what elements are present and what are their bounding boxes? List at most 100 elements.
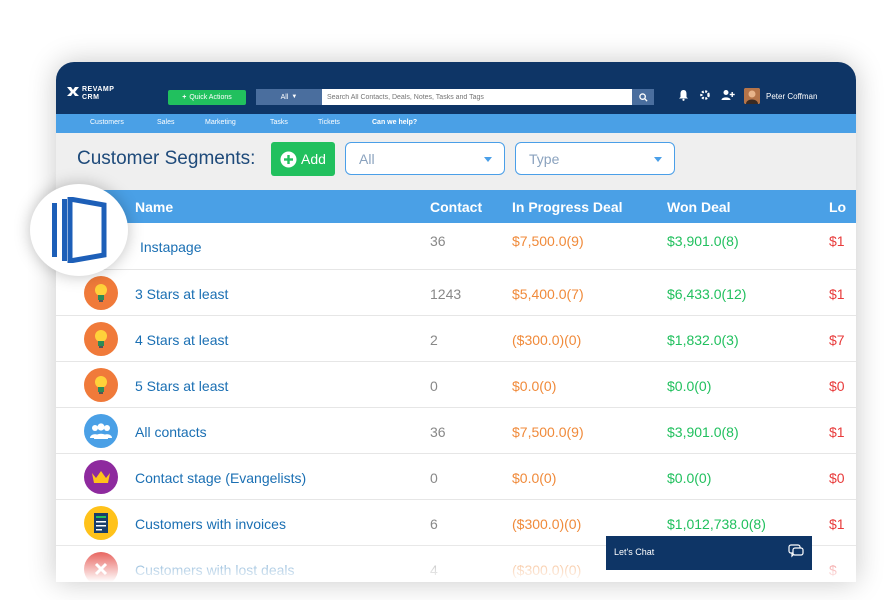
table-row[interactable]: Customers with invoices 6 ($300.0)(0) $1…	[56, 500, 856, 546]
add-user-icon[interactable]	[721, 89, 735, 101]
search-button[interactable]	[632, 89, 654, 105]
contact-count: 36	[430, 424, 446, 440]
segment-name-link[interactable]: Customers with lost deals	[135, 562, 295, 578]
segment-name-link[interactable]: 5 Stars at least	[135, 378, 229, 394]
logo-text-revamp: REVAMP	[82, 86, 115, 93]
contact-count: 36	[430, 233, 446, 249]
in-progress-deal-value: ($300.0)(0)	[512, 516, 582, 532]
segment-name-link[interactable]: 3 Stars at least	[135, 286, 229, 302]
contact-count: 0	[430, 378, 438, 394]
logo-text-crm: CRM	[82, 94, 100, 101]
lost-deal-value: $0	[829, 378, 845, 394]
search-input[interactable]	[322, 89, 632, 105]
in-progress-deal-value: $7,500.0(9)	[512, 424, 584, 440]
app-window: REVAMP CRM + Quick Actions All ▼	[56, 62, 856, 582]
segment-name-link[interactable]: Contact stage (Evangelists)	[135, 470, 307, 486]
contact-count: 2	[430, 332, 438, 348]
lightbulb-icon	[84, 368, 118, 402]
user-photo-icon	[744, 88, 760, 104]
column-header-lost[interactable]: Lo	[829, 199, 847, 215]
lost-deal-value: $	[829, 562, 837, 578]
invoice-icon	[84, 506, 118, 540]
contact-count: 0	[430, 470, 438, 486]
won-deal-value: $1,012,738.0(8)	[667, 516, 766, 532]
segment-type-value: Type	[529, 150, 560, 167]
gear-icon[interactable]	[699, 89, 711, 101]
segments-table: Instapage 36 $7,500.0(9) $3,901.0(8) $1 …	[56, 223, 856, 582]
segment-name-link[interactable]: Customers with invoices	[135, 516, 286, 532]
column-header-in-progress[interactable]: In Progress Deal	[512, 199, 623, 215]
contact-count: 4	[430, 562, 438, 578]
caret-down-icon	[484, 157, 492, 162]
chat-label: Let's Chat	[614, 547, 655, 557]
chat-widget[interactable]: Let's Chat	[606, 536, 812, 570]
table-row[interactable]: All contacts 36 $7,500.0(9) $3,901.0(8) …	[56, 408, 856, 454]
lost-deal-value: $7	[829, 332, 845, 348]
global-search: All ▼	[256, 89, 654, 105]
contact-count: 1243	[430, 286, 462, 302]
main-nav: Customers Sales Marketing Tasks Tickets …	[56, 114, 856, 133]
table-header: Name Contact In Progress Deal Won Deal L…	[56, 190, 856, 223]
segment-filter-select[interactable]: All	[345, 142, 505, 175]
nav-item-marketing[interactable]: Marketing	[205, 119, 236, 126]
won-deal-value: $0.0(0)	[667, 378, 712, 394]
in-progress-deal-value: ($300.0)(0)	[512, 562, 582, 578]
table-row[interactable]: Instapage 36 $7,500.0(9) $3,901.0(8) $1	[56, 223, 856, 270]
app-logo[interactable]: REVAMP CRM	[82, 86, 114, 102]
table-row[interactable]: 3 Stars at least 1243 $5,400.0(7) $6,433…	[56, 270, 856, 316]
bell-icon[interactable]	[678, 89, 689, 101]
segment-type-select[interactable]: Type	[515, 142, 675, 175]
top-icons	[678, 89, 735, 101]
column-header-contact[interactable]: Contact	[430, 199, 483, 215]
quick-actions-label: Quick Actions	[189, 94, 232, 101]
lightbulb-icon	[84, 276, 118, 310]
lost-deal-value: $1	[829, 516, 845, 532]
instapage-badge	[30, 184, 128, 276]
add-segment-button[interactable]: Add	[271, 142, 335, 176]
lost-deal-value: $1	[829, 286, 845, 302]
quick-actions-button[interactable]: + Quick Actions	[168, 90, 246, 105]
crown-icon	[84, 460, 118, 494]
in-progress-deal-value: $0.0(0)	[512, 378, 557, 394]
won-deal-value: $0.0(0)	[667, 470, 712, 486]
lost-deal-value: $1	[829, 233, 845, 249]
lost-deal-value: $1	[829, 424, 845, 440]
table-row[interactable]: 4 Stars at least 2 ($300.0)(0) $1,832.0(…	[56, 316, 856, 362]
avatar[interactable]	[744, 88, 760, 104]
column-header-won[interactable]: Won Deal	[667, 199, 731, 215]
page-title: Customer Segments:	[77, 148, 256, 169]
segment-name-link[interactable]: Instapage	[140, 239, 202, 255]
column-header-name[interactable]: Name	[135, 199, 174, 215]
lost-deal-value: $0	[829, 470, 845, 486]
nav-item-tasks[interactable]: Tasks	[270, 119, 288, 126]
in-progress-deal-value: ($300.0)(0)	[512, 332, 582, 348]
add-label: Add	[301, 151, 326, 167]
segment-filter-value: All	[359, 150, 375, 167]
top-bar: REVAMP CRM + Quick Actions All ▼	[56, 62, 856, 114]
in-progress-deal-value: $7,500.0(9)	[512, 233, 584, 249]
lightbulb-icon	[84, 322, 118, 356]
plus-circle-icon	[280, 151, 297, 167]
plus-icon: +	[182, 94, 187, 101]
won-deal-value: $6,433.0(12)	[667, 286, 747, 302]
in-progress-deal-value: $5,400.0(7)	[512, 286, 584, 302]
nav-item-sales[interactable]: Sales	[157, 119, 175, 126]
instapage-icon	[52, 197, 107, 263]
table-row[interactable]: 5 Stars at least 0 $0.0(0) $0.0(0) $0	[56, 362, 856, 408]
search-scope-label: All	[280, 93, 289, 101]
user-name[interactable]: Peter Coffman	[766, 92, 818, 101]
in-progress-deal-value: $0.0(0)	[512, 470, 557, 486]
nav-item-customers[interactable]: Customers	[90, 119, 124, 126]
caret-down-icon	[654, 157, 662, 162]
search-scope-select[interactable]: All ▼	[256, 89, 322, 105]
caret-down-icon: ▼	[291, 94, 298, 100]
nav-item-tickets[interactable]: Tickets	[318, 119, 340, 126]
segment-name-link[interactable]: 4 Stars at least	[135, 332, 229, 348]
won-deal-value: $3,901.0(8)	[667, 424, 739, 440]
table-row[interactable]: Contact stage (Evangelists) 0 $0.0(0) $0…	[56, 454, 856, 500]
revamp-logo-icon	[67, 87, 79, 96]
search-icon	[638, 92, 648, 102]
segment-name-link[interactable]: All contacts	[135, 424, 207, 440]
nav-item-help[interactable]: Can we help?	[372, 119, 418, 126]
